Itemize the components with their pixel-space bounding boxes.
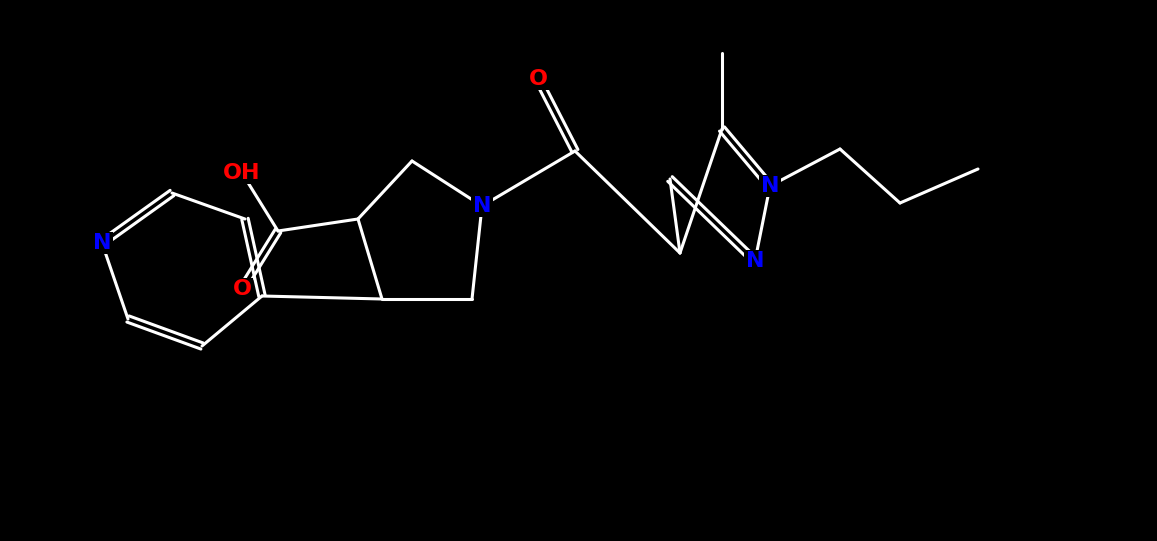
Text: N: N [473,196,492,216]
Text: N: N [746,251,765,271]
Text: N: N [761,176,780,196]
Text: O: O [529,69,547,89]
Text: O: O [233,279,251,299]
Text: N: N [93,233,111,253]
Text: OH: OH [223,163,260,183]
